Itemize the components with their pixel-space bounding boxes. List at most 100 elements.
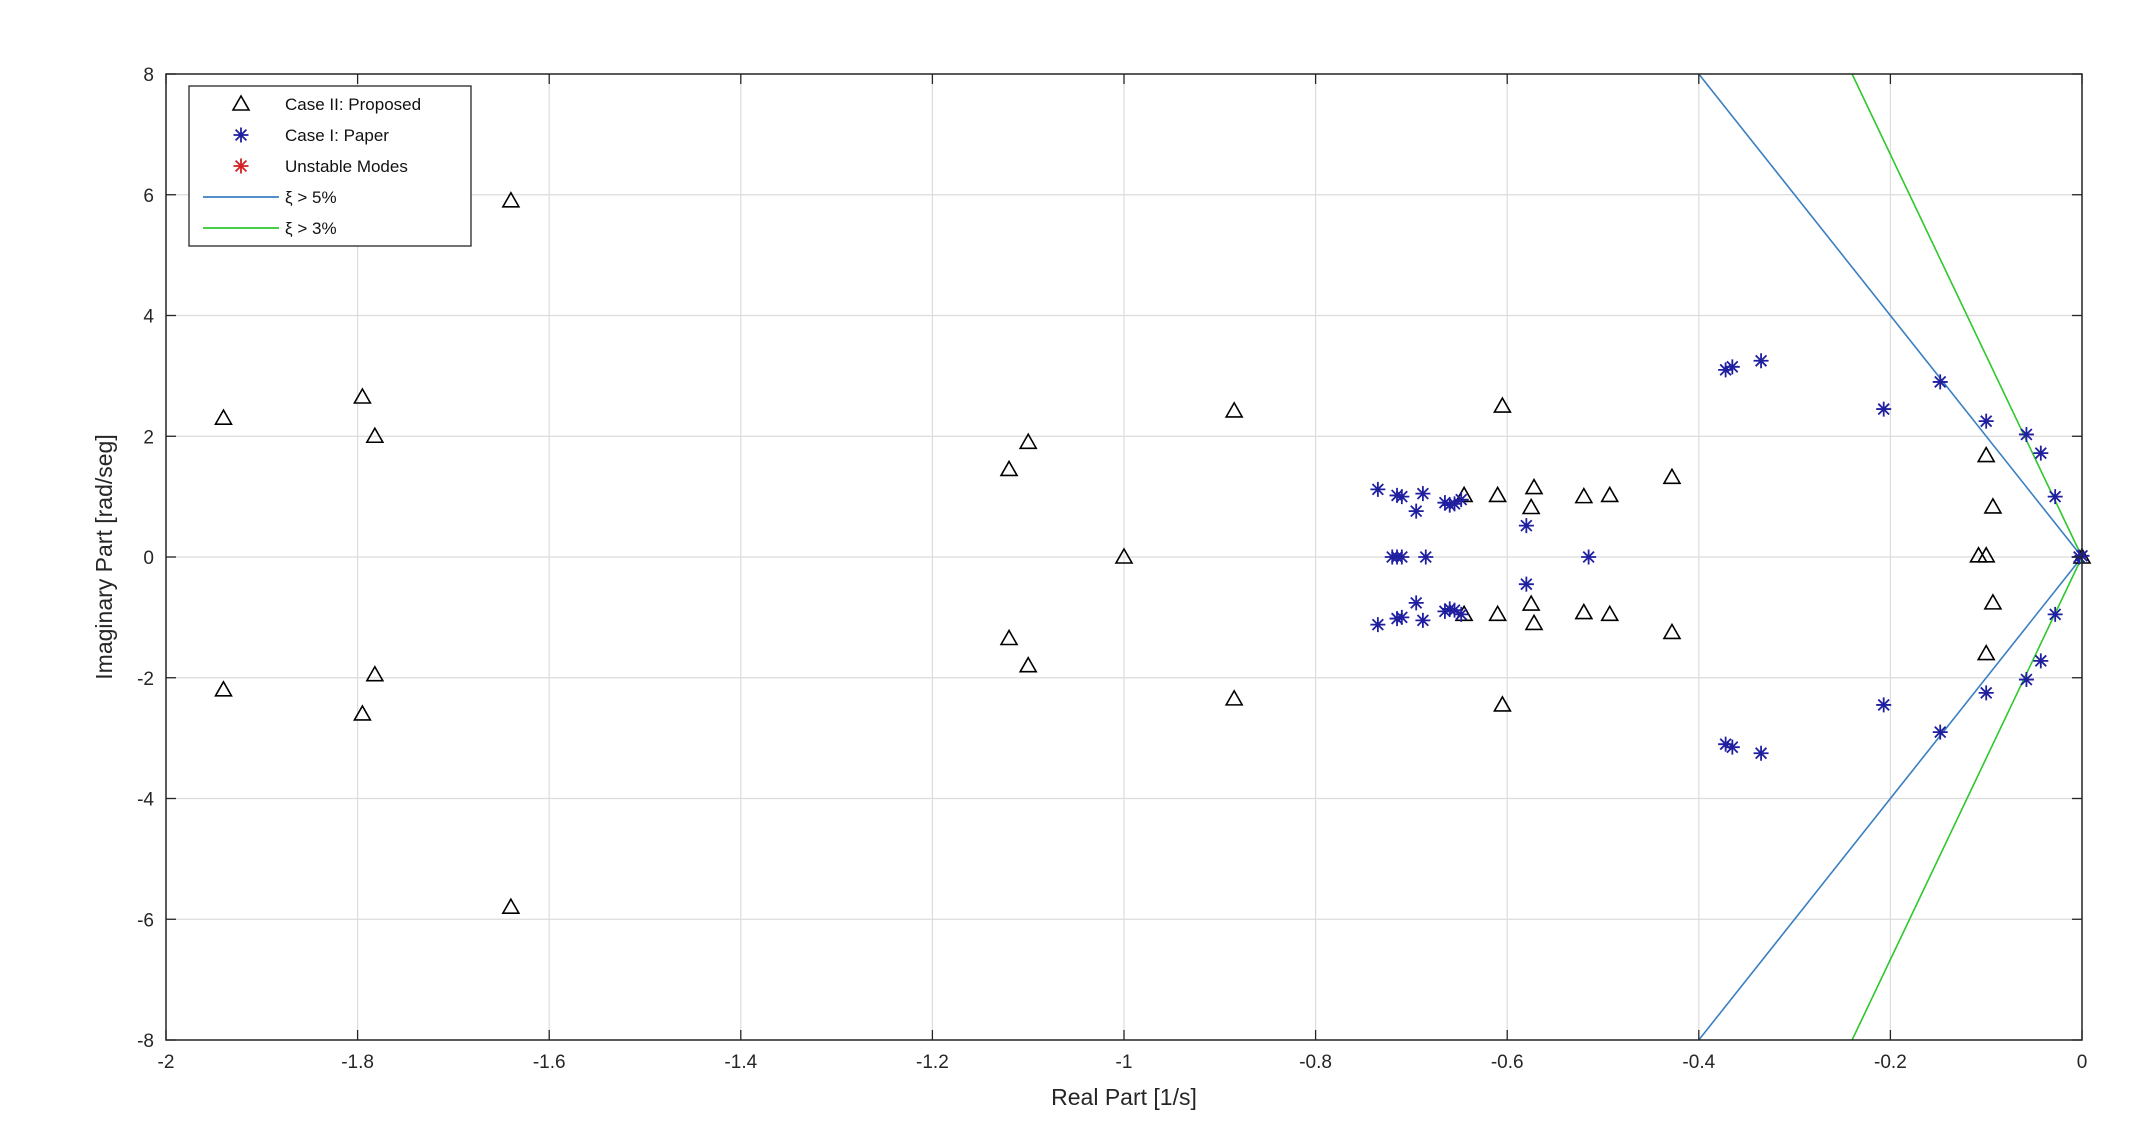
triangle-point	[1600, 485, 1620, 503]
triangle-point	[1224, 401, 1244, 418]
asterisk-point	[1978, 685, 1994, 701]
x-tick-label: -1	[1116, 1052, 1133, 1073]
triangle-point	[501, 897, 521, 914]
triangle-point	[1976, 643, 1996, 661]
y-tick-label: 0	[143, 548, 154, 569]
asterisk-point	[1418, 549, 1434, 565]
series-case-ii	[214, 191, 2092, 914]
y-tick-label: -2	[137, 669, 154, 690]
triangle-point	[1524, 613, 1544, 631]
asterisk-point	[1518, 576, 1534, 592]
asterisk-point	[1876, 401, 1892, 417]
asterisk-point	[1370, 617, 1386, 633]
asterisk-point	[1724, 739, 1740, 755]
triangle-point	[1662, 467, 1682, 485]
asterisk-point	[1932, 724, 1948, 740]
asterisk-point	[1442, 601, 1458, 617]
asterisk-point	[1442, 497, 1458, 513]
x-tick-label: -1.6	[533, 1052, 566, 1073]
x-tick-label: -0.4	[1682, 1052, 1715, 1073]
asterisk-point	[1453, 606, 1469, 622]
damping-lines	[1698, 73, 2083, 1041]
asterisk-point	[2047, 489, 2063, 505]
asterisk-point	[1415, 612, 1431, 628]
triangle-point	[1493, 695, 1512, 712]
triangle-point	[1662, 622, 1682, 640]
triangle-point	[1488, 604, 1507, 622]
asterisk-point	[1724, 359, 1740, 375]
y-tick-label: 8	[143, 65, 154, 86]
legend-label: ξ > 5%	[285, 188, 337, 207]
asterisk-point	[1753, 745, 1769, 761]
asterisk-point	[1408, 503, 1424, 519]
x-tick-label: -2	[158, 1052, 175, 1073]
asterisk-point	[1394, 549, 1410, 565]
triangle-point	[1969, 546, 1988, 563]
triangle-point	[1224, 689, 1244, 706]
asterisk-point	[1447, 496, 1463, 512]
triangle-point	[1574, 602, 1594, 620]
damping-line-lower	[1851, 556, 2083, 1041]
x-tick-label: -0.6	[1491, 1052, 1524, 1073]
asterisk-point	[2018, 426, 2034, 442]
triangle-point	[999, 459, 1019, 477]
axis-ticks: -2 -1.8 -1.6 -1.4 -1.2 -1 -0.8 -0.6 -0.4 -0.2 0-8-…	[137, 65, 2087, 1073]
asterisk-point	[1518, 518, 1534, 534]
asterisk-point	[1408, 595, 1424, 611]
triangle-point	[1521, 594, 1541, 611]
y-tick-label: 4	[143, 307, 154, 328]
triangle-point	[365, 665, 385, 682]
asterisk-point	[1394, 609, 1410, 625]
triangle-point	[501, 191, 521, 208]
triangle-point	[1521, 497, 1541, 515]
asterisk-point	[1876, 697, 1892, 713]
asterisk-point	[1453, 492, 1469, 508]
asterisk-point	[1978, 413, 1994, 429]
y-tick-label: 2	[143, 427, 154, 448]
damping-line-upper	[1698, 73, 2083, 558]
x-tick-label: -1.4	[724, 1052, 757, 1073]
asterisk-point	[1415, 486, 1431, 502]
asterisk-point	[2033, 653, 2049, 669]
y-tick-label: -4	[137, 790, 154, 811]
triangle-point	[214, 408, 233, 425]
triangle-point	[1114, 547, 1134, 564]
legend-label: ξ > 3%	[285, 219, 337, 238]
asterisk-point	[1389, 611, 1405, 627]
x-tick-label: -1.2	[916, 1052, 949, 1073]
triangle-point	[214, 680, 233, 697]
triangle-point	[1493, 396, 1512, 413]
y-axis-label: Imaginary Part [rad/seg]	[91, 434, 117, 679]
x-tick-label: -1.8	[341, 1052, 374, 1073]
x-tick-label: 0	[2077, 1052, 2088, 1073]
asterisk-point	[1437, 603, 1453, 619]
asterisk-point	[1753, 353, 1769, 369]
asterisk-point	[2033, 445, 2049, 461]
asterisk-point	[2047, 606, 2063, 622]
asterisk-point	[1932, 374, 1948, 390]
legend: Case II: Proposed Case I: Paper Unstable M…	[188, 85, 472, 247]
data-points	[214, 191, 2092, 914]
triangle-point	[1574, 487, 1594, 504]
triangle-point	[1976, 445, 1996, 463]
triangle-point	[353, 387, 372, 404]
x-tick-label: -0.8	[1299, 1052, 1332, 1073]
triangle-point	[1600, 604, 1620, 622]
legend-label: Case II: Proposed	[285, 95, 421, 114]
asterisk-point	[1394, 489, 1410, 505]
triangle-point	[1488, 485, 1507, 503]
asterisk-point	[2018, 672, 2034, 688]
triangle-point	[1018, 432, 1038, 450]
triangle-point	[365, 426, 385, 444]
triangle-point	[1018, 656, 1038, 673]
damping-line-upper	[1851, 73, 2083, 558]
triangle-point	[1983, 497, 2003, 514]
y-tick-label: -8	[137, 1031, 154, 1052]
asterisk-point	[1389, 487, 1405, 503]
legend-triangle-marker	[231, 94, 251, 111]
asterisk-point	[1437, 495, 1453, 511]
asterisk-point	[1718, 362, 1734, 378]
y-tick-label: -6	[137, 910, 154, 931]
x-axis-label: Real Part [1/s]	[1051, 1084, 1197, 1110]
